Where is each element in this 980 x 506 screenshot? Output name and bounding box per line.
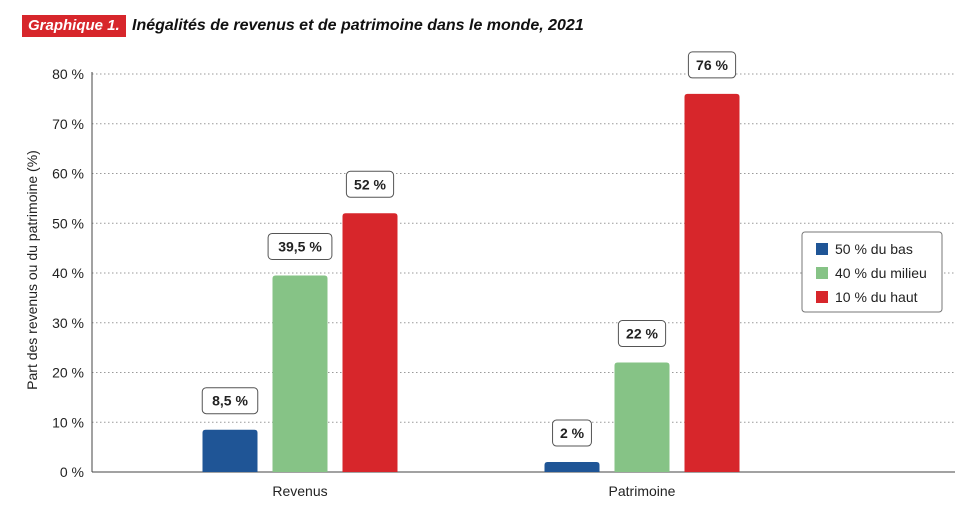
data-label-box bbox=[267, 232, 333, 260]
data-label: 8,5 % bbox=[212, 393, 248, 409]
y-tick-label: 60 % bbox=[52, 166, 84, 182]
legend: 50 % du bas 40 % du milieu 10 % du haut bbox=[801, 231, 943, 313]
legend-swatch bbox=[816, 243, 828, 255]
legend-entry: 50 % du bas bbox=[835, 241, 913, 257]
x-tick-label: Patrimoine bbox=[609, 483, 676, 499]
bar bbox=[272, 275, 328, 472]
axes: 0 % 10 % 20 % 30 % 40 % 50 % 60 % 70 % 80 % Part … bbox=[24, 66, 955, 499]
legend-entry: 40 % du milieu bbox=[835, 265, 927, 281]
data-label: 52 % bbox=[354, 176, 386, 192]
y-tick-label: 70 % bbox=[52, 116, 84, 132]
data-label-box bbox=[552, 419, 592, 447]
y-tick-label: 10 % bbox=[52, 414, 84, 430]
data-label: 2 % bbox=[560, 425, 585, 441]
data-label: 76 % bbox=[696, 57, 728, 73]
legend-box bbox=[801, 231, 943, 313]
bar bbox=[202, 429, 258, 472]
x-tick-label: Revenus bbox=[272, 483, 327, 499]
legend-swatch bbox=[816, 291, 828, 303]
y-tick-label: 0 % bbox=[60, 464, 84, 480]
data-label-box bbox=[687, 51, 737, 79]
bar bbox=[614, 362, 670, 472]
legend-entry: 10 % du haut bbox=[835, 289, 918, 305]
bars bbox=[202, 93, 740, 473]
y-tick-label: 30 % bbox=[52, 315, 84, 331]
legend-swatch bbox=[816, 267, 828, 279]
y-tick-label: 80 % bbox=[52, 66, 84, 82]
data-label: 22 % bbox=[626, 326, 658, 342]
y-tick-label: 50 % bbox=[52, 215, 84, 231]
y-axis-label: Part des revenus ou du patrimoine (%) bbox=[24, 150, 40, 390]
data-label-box bbox=[201, 387, 259, 415]
data-labels: 8,5 % 39,5 % 52 % 2 % 22 % 76 % bbox=[201, 51, 737, 447]
bar bbox=[684, 93, 740, 473]
data-label-box bbox=[617, 320, 667, 348]
y-tick-label: 40 % bbox=[52, 265, 84, 281]
chart-title: Inégalités de revenus et de patrimoine d… bbox=[132, 17, 584, 34]
y-tick-label: 20 % bbox=[52, 365, 84, 381]
data-label-box bbox=[345, 170, 395, 198]
bar bbox=[544, 462, 600, 472]
data-label: 39,5 % bbox=[278, 238, 322, 254]
figure-badge: Graphique 1. bbox=[22, 15, 126, 37]
bar bbox=[342, 213, 398, 473]
